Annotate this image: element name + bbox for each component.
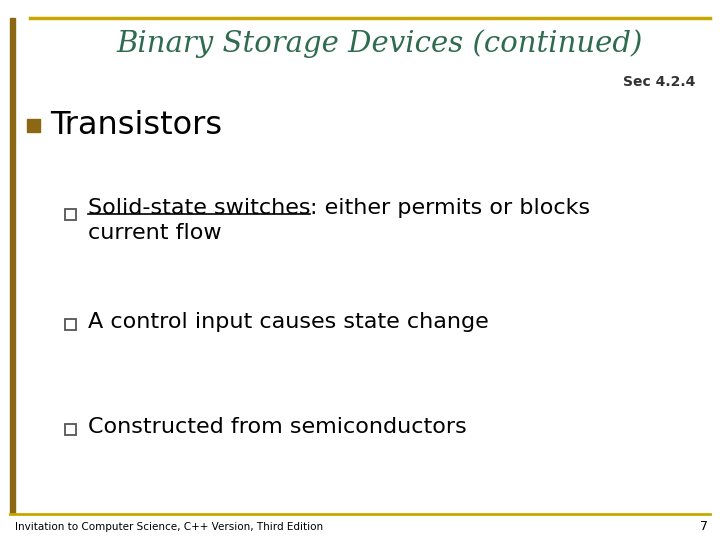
- Text: Binary Storage Devices (continued): Binary Storage Devices (continued): [117, 30, 643, 58]
- Text: Invitation to Computer Science, C++ Version, Third Edition: Invitation to Computer Science, C++ Vers…: [15, 522, 323, 532]
- Text: : either permits or blocks: : either permits or blocks: [310, 198, 590, 218]
- Bar: [10, 18, 15, 514]
- Text: A control input causes state change: A control input causes state change: [88, 312, 489, 332]
- Bar: [27, 119, 40, 132]
- Text: Transistors: Transistors: [50, 110, 222, 140]
- FancyBboxPatch shape: [65, 424, 76, 435]
- Text: 7: 7: [700, 521, 708, 534]
- Text: current flow: current flow: [88, 223, 222, 243]
- Text: Constructed from semiconductors: Constructed from semiconductors: [88, 417, 467, 437]
- Text: Sec 4.2.4: Sec 4.2.4: [623, 75, 695, 89]
- Text: Solid-state switches: Solid-state switches: [88, 198, 310, 218]
- FancyBboxPatch shape: [65, 319, 76, 330]
- FancyBboxPatch shape: [65, 209, 76, 220]
